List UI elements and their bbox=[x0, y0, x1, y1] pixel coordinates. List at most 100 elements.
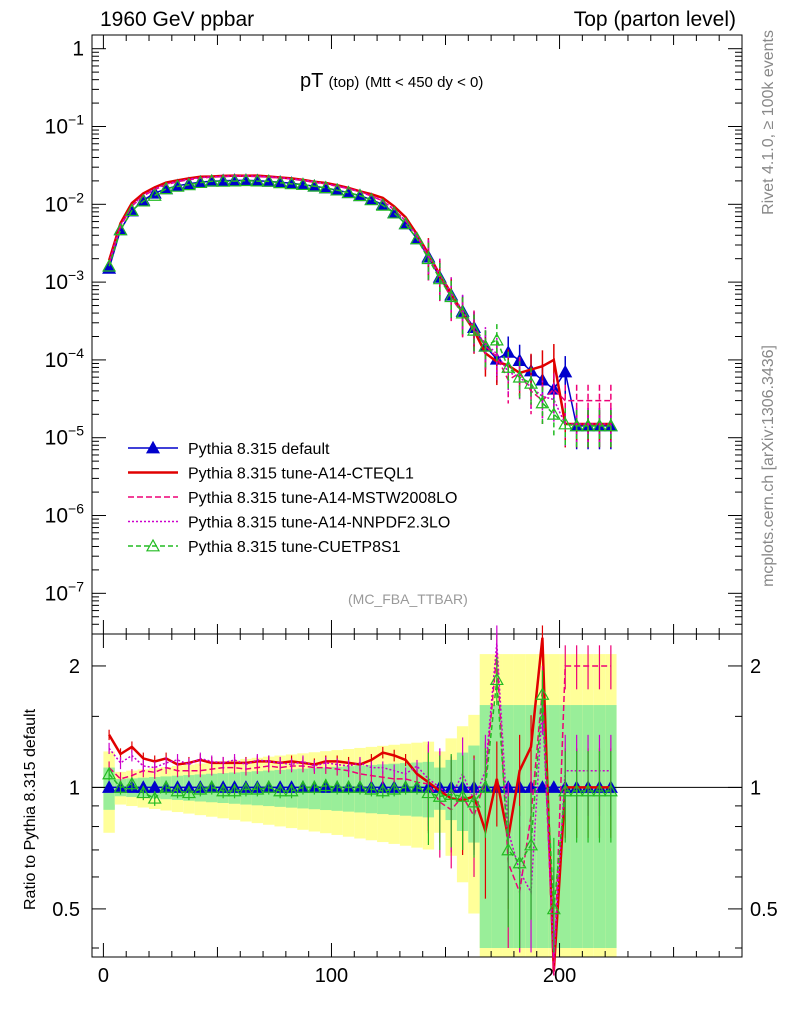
main-marker bbox=[375, 198, 390, 211]
main-y-tick-label: 10−6 bbox=[45, 501, 85, 528]
main-marker bbox=[546, 407, 561, 420]
ratio-y-tick-label: 0.5 bbox=[52, 899, 80, 921]
main-marker bbox=[136, 193, 151, 207]
ratio-marker bbox=[375, 783, 390, 797]
main-y-tick-label: 10−2 bbox=[45, 189, 85, 216]
main-y-tick-exponent: −7 bbox=[68, 578, 84, 594]
ratio-marker bbox=[489, 672, 504, 686]
legend-label-1: Pythia 8.315 tune-A14-CTEQL1 bbox=[188, 466, 414, 483]
main-y-tick-exponent: −3 bbox=[68, 267, 84, 283]
main-marker bbox=[364, 192, 379, 206]
ratio-marker bbox=[159, 780, 174, 793]
band-green bbox=[536, 705, 549, 949]
plot-title-cut: (Mtt < 450 dy < 0) bbox=[364, 74, 484, 91]
main-marker bbox=[341, 185, 356, 199]
main-marker bbox=[558, 416, 573, 430]
ratio-y-tick-label-right: 0.5 bbox=[750, 899, 778, 921]
main-y-tick-label: 10−7 bbox=[45, 578, 85, 605]
main-y-tick-exponent: −4 bbox=[68, 345, 84, 361]
main-marker bbox=[581, 418, 596, 432]
ratio-marker bbox=[421, 785, 436, 799]
ratio-y-tick-label: 1 bbox=[69, 777, 80, 799]
ratio-marker bbox=[295, 780, 310, 793]
ratio-marker bbox=[124, 776, 139, 790]
main-line-0 bbox=[108, 179, 611, 427]
plot-title-sub: (top) bbox=[328, 74, 360, 91]
legend: Pythia 8.315 default Pythia 8.315 tune-A1… bbox=[128, 440, 457, 556]
ratio-y-axis-label: Ratio to Pythia 8.315 default bbox=[22, 708, 39, 910]
ratio-marker bbox=[181, 785, 196, 799]
main-marker bbox=[421, 251, 436, 265]
series-layer bbox=[102, 173, 618, 976]
main-line-4 bbox=[108, 179, 611, 427]
ratio-y-tick-label-right: 2 bbox=[750, 656, 761, 678]
legend-marker-0 bbox=[145, 440, 161, 454]
ratio-marker bbox=[113, 780, 128, 793]
x-tick-label: 200 bbox=[543, 965, 576, 987]
ratio-marker bbox=[170, 783, 185, 797]
ratio-marker bbox=[603, 783, 618, 797]
main-line-3 bbox=[108, 175, 611, 425]
main-marker bbox=[478, 338, 493, 352]
main-marker bbox=[102, 258, 117, 272]
ratio-marker bbox=[216, 783, 231, 797]
ratio-marker bbox=[546, 780, 561, 793]
main-marker bbox=[307, 178, 322, 192]
main-marker bbox=[524, 376, 539, 389]
legend-label-0: Pythia 8.315 default bbox=[188, 441, 330, 458]
main-marker bbox=[261, 174, 276, 187]
main-marker bbox=[159, 181, 174, 195]
ratio-marker bbox=[558, 783, 573, 797]
ratio-marker bbox=[535, 687, 550, 700]
main-marker bbox=[170, 179, 185, 192]
main-panel-frame: 1 10−1 10−2 10−3 10−4 10−5 10−6 10−7 bbox=[45, 34, 743, 635]
main-marker bbox=[216, 174, 231, 187]
ratio-marker bbox=[273, 783, 288, 797]
ratio-marker bbox=[501, 842, 516, 856]
main-marker bbox=[204, 173, 219, 187]
main-marker bbox=[330, 182, 345, 196]
ratio-marker bbox=[147, 791, 162, 804]
main-marker bbox=[455, 305, 470, 319]
legend-label-4: Pythia 8.315 tune-CUETP8S1 bbox=[188, 539, 401, 556]
main-y-tick-exponent: −1 bbox=[68, 112, 84, 128]
main-marker bbox=[273, 175, 288, 189]
main-marker bbox=[147, 188, 162, 201]
ratio-marker bbox=[478, 780, 493, 793]
x-tick-label: 0 bbox=[98, 965, 109, 987]
ratio-marker bbox=[102, 780, 117, 793]
ratio-marker bbox=[341, 780, 356, 793]
x-tick-label: 100 bbox=[315, 965, 348, 987]
rivet-label: Rivet 4.1.0, ≥ 100k events bbox=[760, 30, 777, 215]
series-4 bbox=[102, 173, 618, 953]
main-marker bbox=[432, 271, 447, 285]
main-y-tick-label: 1 bbox=[72, 38, 84, 61]
ratio-marker bbox=[387, 781, 402, 795]
main-marker bbox=[592, 418, 607, 432]
main-marker bbox=[295, 177, 310, 191]
main-marker bbox=[409, 231, 425, 245]
legend-label-2: Pythia 8.315 tune-A14-MSTW2008LO bbox=[188, 490, 457, 507]
main-marker bbox=[352, 188, 368, 202]
main-marker bbox=[512, 369, 527, 383]
main-marker bbox=[250, 173, 265, 187]
ratio-marker bbox=[569, 783, 584, 797]
main-marker bbox=[558, 364, 573, 378]
main-marker bbox=[238, 173, 253, 187]
plot-title: pT (top) (Mtt < 450 dy < 0) bbox=[300, 70, 483, 93]
main-marker bbox=[603, 418, 618, 432]
ratio-y-tick-label: 2 bbox=[69, 656, 80, 678]
ratio-marker bbox=[261, 780, 276, 793]
band-green bbox=[548, 705, 560, 949]
main-marker bbox=[284, 176, 299, 190]
ratio-marker bbox=[307, 780, 322, 793]
main-marker bbox=[535, 395, 550, 409]
main-y-tick-label: 10−1 bbox=[45, 112, 85, 139]
ratio-marker bbox=[592, 783, 607, 797]
main-marker bbox=[193, 175, 208, 189]
ratio-marker bbox=[102, 766, 117, 780]
ratio-marker bbox=[546, 901, 561, 915]
plot-title-main: pT bbox=[300, 70, 323, 92]
ratio-marker bbox=[238, 781, 253, 795]
main-marker bbox=[501, 360, 516, 373]
